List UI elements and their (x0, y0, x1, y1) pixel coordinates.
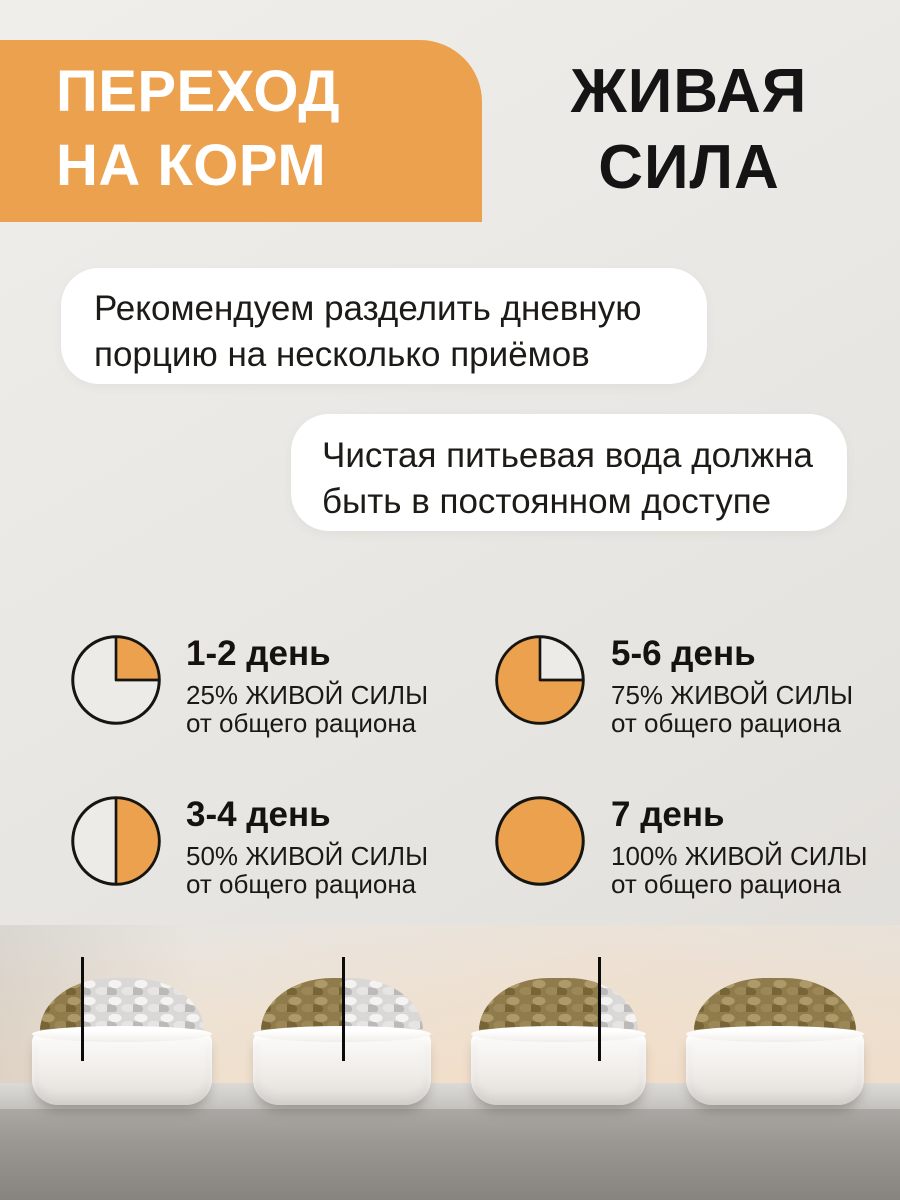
header-title-line1: ПЕРЕХОД (56, 59, 341, 124)
step-title: 1-2 день (186, 634, 331, 673)
food-bowl-50 (253, 957, 431, 1108)
step-title: 5-6 день (611, 634, 756, 673)
brand-title: ЖИВАЯ СИЛА (478, 54, 900, 206)
new-food-kibble (40, 978, 81, 1038)
brand-line2: СИЛА (598, 133, 780, 202)
step-desc-line2: от общего рациона (186, 708, 417, 738)
table-front (0, 1109, 900, 1200)
food-bowl-75 (471, 957, 646, 1108)
pie-chart-day-3-4 (69, 794, 163, 888)
step-desc-line2: от общего рациона (611, 869, 842, 899)
mix-divider-line (81, 957, 84, 1061)
step-day-3-4: 3-4 день 50% ЖИВОЙ СИЛЫ от общего рацион… (186, 795, 496, 898)
step-desc-line1: 75% ЖИВОЙ СИЛЫ (611, 680, 854, 710)
note-card-feeding: Рекомендуем разделить дневную порцию на … (61, 268, 707, 384)
step-day-1-2: 1-2 день 25% ЖИВОЙ СИЛЫ от общего рацион… (186, 634, 496, 737)
step-desc-line1: 100% ЖИВОЙ СИЛЫ (611, 841, 868, 871)
bowls-photo (0, 925, 900, 1200)
mix-divider-line (342, 957, 345, 1061)
step-title: 3-4 день (186, 795, 331, 834)
step-day-5-6: 5-6 день 75% ЖИВОЙ СИЛЫ от общего рацион… (611, 634, 900, 737)
mix-divider-line (598, 957, 601, 1061)
note-line: Чистая питьевая вода должна (322, 436, 813, 475)
food-bowl-25 (32, 957, 212, 1108)
step-title: 7 день (611, 795, 725, 834)
step-desc-line1: 50% ЖИВОЙ СИЛЫ (186, 841, 429, 871)
step-desc-line1: 25% ЖИВОЙ СИЛЫ (186, 680, 429, 710)
header-title-line2: НА КОРМ (56, 133, 327, 198)
header-title: ПЕРЕХОД НА КОРМ (0, 40, 482, 203)
note-card-water: Чистая питьевая вода должна быть в посто… (291, 414, 847, 531)
bowl (686, 1026, 864, 1105)
brand-line1: ЖИВАЯ (570, 57, 808, 126)
pie-chart-day-1-2 (69, 633, 163, 727)
note-line: порцию на несколько приёмов (94, 335, 590, 374)
pie-chart-day-7 (493, 794, 587, 888)
pie-chart-day-5-6 (493, 633, 587, 727)
step-desc-line2: от общего рациона (186, 869, 417, 899)
bowl (471, 1026, 646, 1105)
step-day-7: 7 день 100% ЖИВОЙ СИЛЫ от общего рациона (611, 795, 900, 898)
food-bowl-100 (686, 978, 864, 1108)
note-line: быть в постоянном доступе (322, 482, 772, 521)
step-desc-line2: от общего рациона (611, 708, 842, 738)
header-panel: ПЕРЕХОД НА КОРМ (0, 40, 482, 222)
note-line: Рекомендуем разделить дневную (94, 289, 642, 328)
bowl (32, 1026, 212, 1105)
